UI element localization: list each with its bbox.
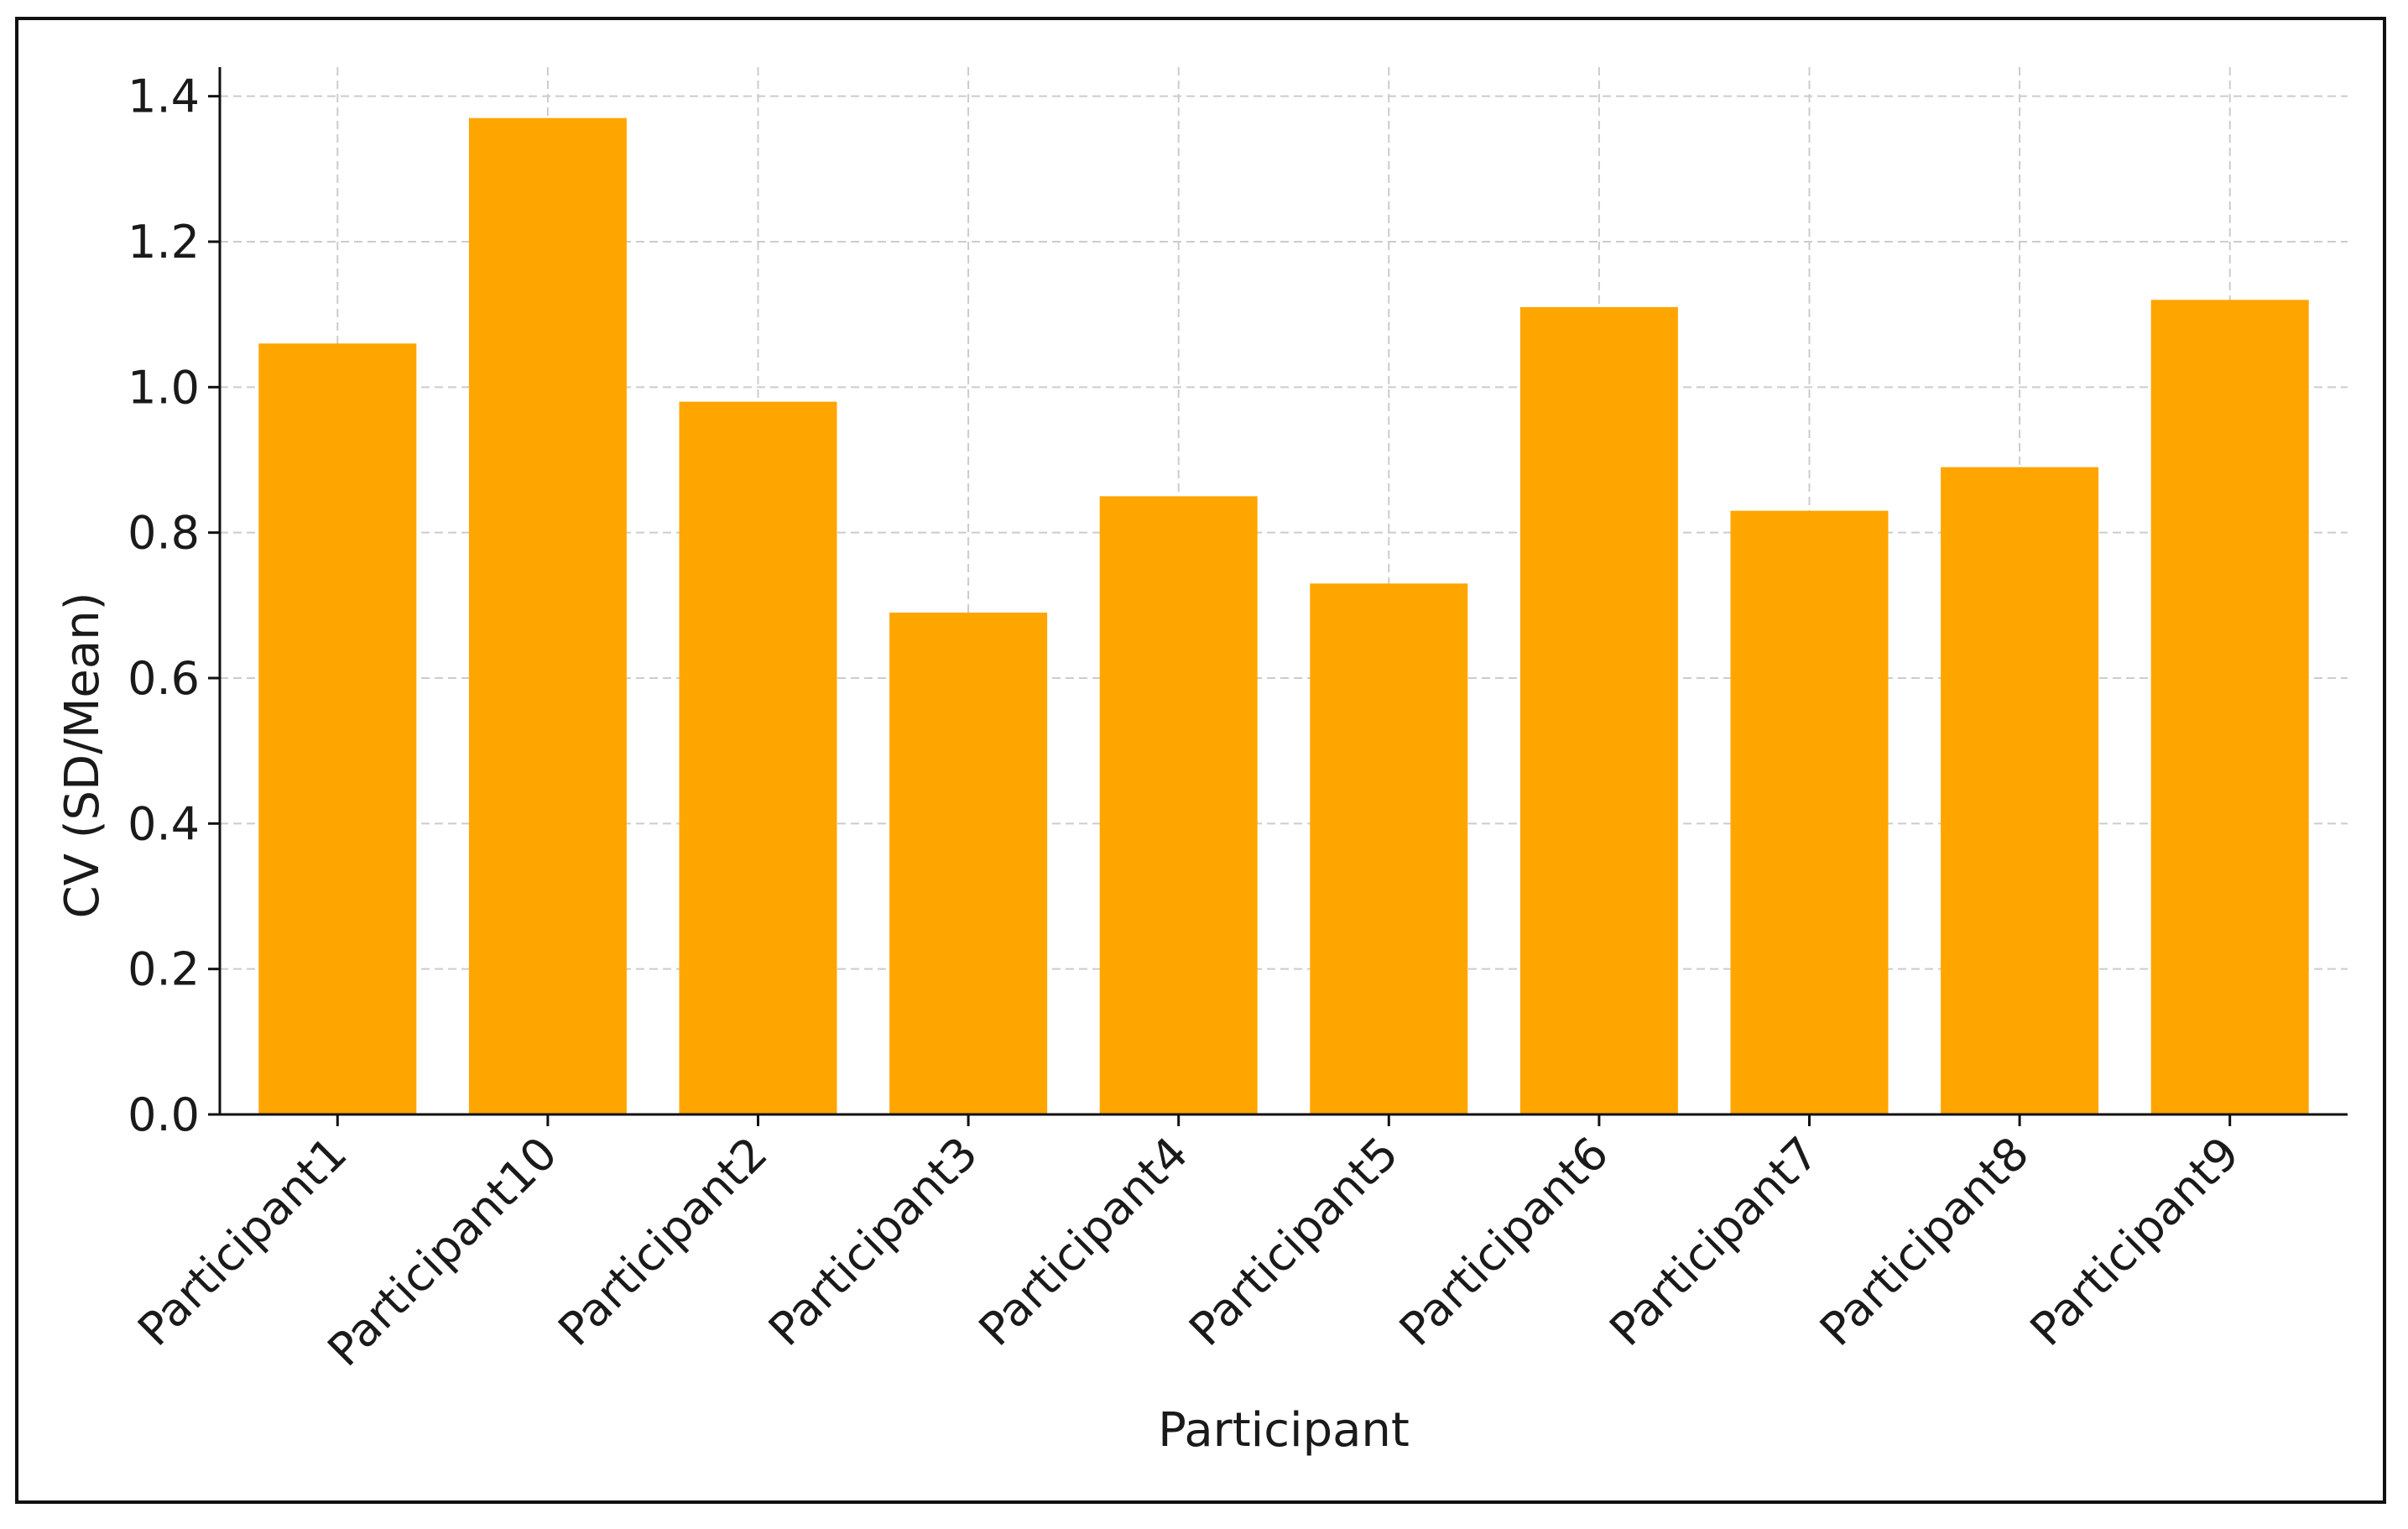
bar-participant8 <box>1941 467 2099 1114</box>
y-tick-labels: 0.0 0.2 0.4 0.6 0.8 1.0 1.2 1.4 <box>128 70 200 1141</box>
x-tick-label: Participant9 <box>2020 1127 2249 1356</box>
bar-participant1 <box>258 343 417 1114</box>
bar-participant6 <box>1519 307 1678 1114</box>
y-tick-label: 0.8 <box>128 507 200 560</box>
bar-participant4 <box>1099 496 1258 1114</box>
x-tick-labels: Participant1Participant10Participant2Par… <box>128 1127 2249 1377</box>
x-tick-label: Participant3 <box>758 1127 988 1356</box>
bar-participant5 <box>1310 583 1468 1114</box>
y-tick-label: 1.2 <box>128 216 200 269</box>
x-tick-label: Participant5 <box>1179 1127 1408 1356</box>
bar-participant10 <box>468 117 627 1115</box>
y-tick-label: 0.0 <box>128 1088 200 1141</box>
y-axis-title: CV (SD/Mean) <box>55 592 110 918</box>
bars <box>258 117 2309 1115</box>
y-tick-label: 1.0 <box>128 361 200 414</box>
y-tick-label: 0.4 <box>128 797 200 850</box>
bar-participant7 <box>1730 510 1889 1114</box>
bar-participant9 <box>2150 300 2309 1114</box>
bar-participant3 <box>889 613 1048 1114</box>
y-tick-label: 1.4 <box>128 70 200 123</box>
y-tick-label: 0.6 <box>128 652 200 705</box>
y-tick-label: 0.2 <box>128 943 200 996</box>
x-tick-label: Participant6 <box>1389 1127 1618 1356</box>
axes <box>208 67 2348 1126</box>
x-tick-label: Participant8 <box>1810 1127 2039 1356</box>
x-tick-label: Participant4 <box>969 1127 1198 1356</box>
x-axis-title: Participant <box>1158 1403 1410 1458</box>
x-tick-label: Participant2 <box>548 1127 777 1356</box>
x-tick-label: Participant7 <box>1599 1127 1828 1356</box>
bar-participant2 <box>679 401 837 1115</box>
x-tick-label: Participant1 <box>128 1127 357 1356</box>
